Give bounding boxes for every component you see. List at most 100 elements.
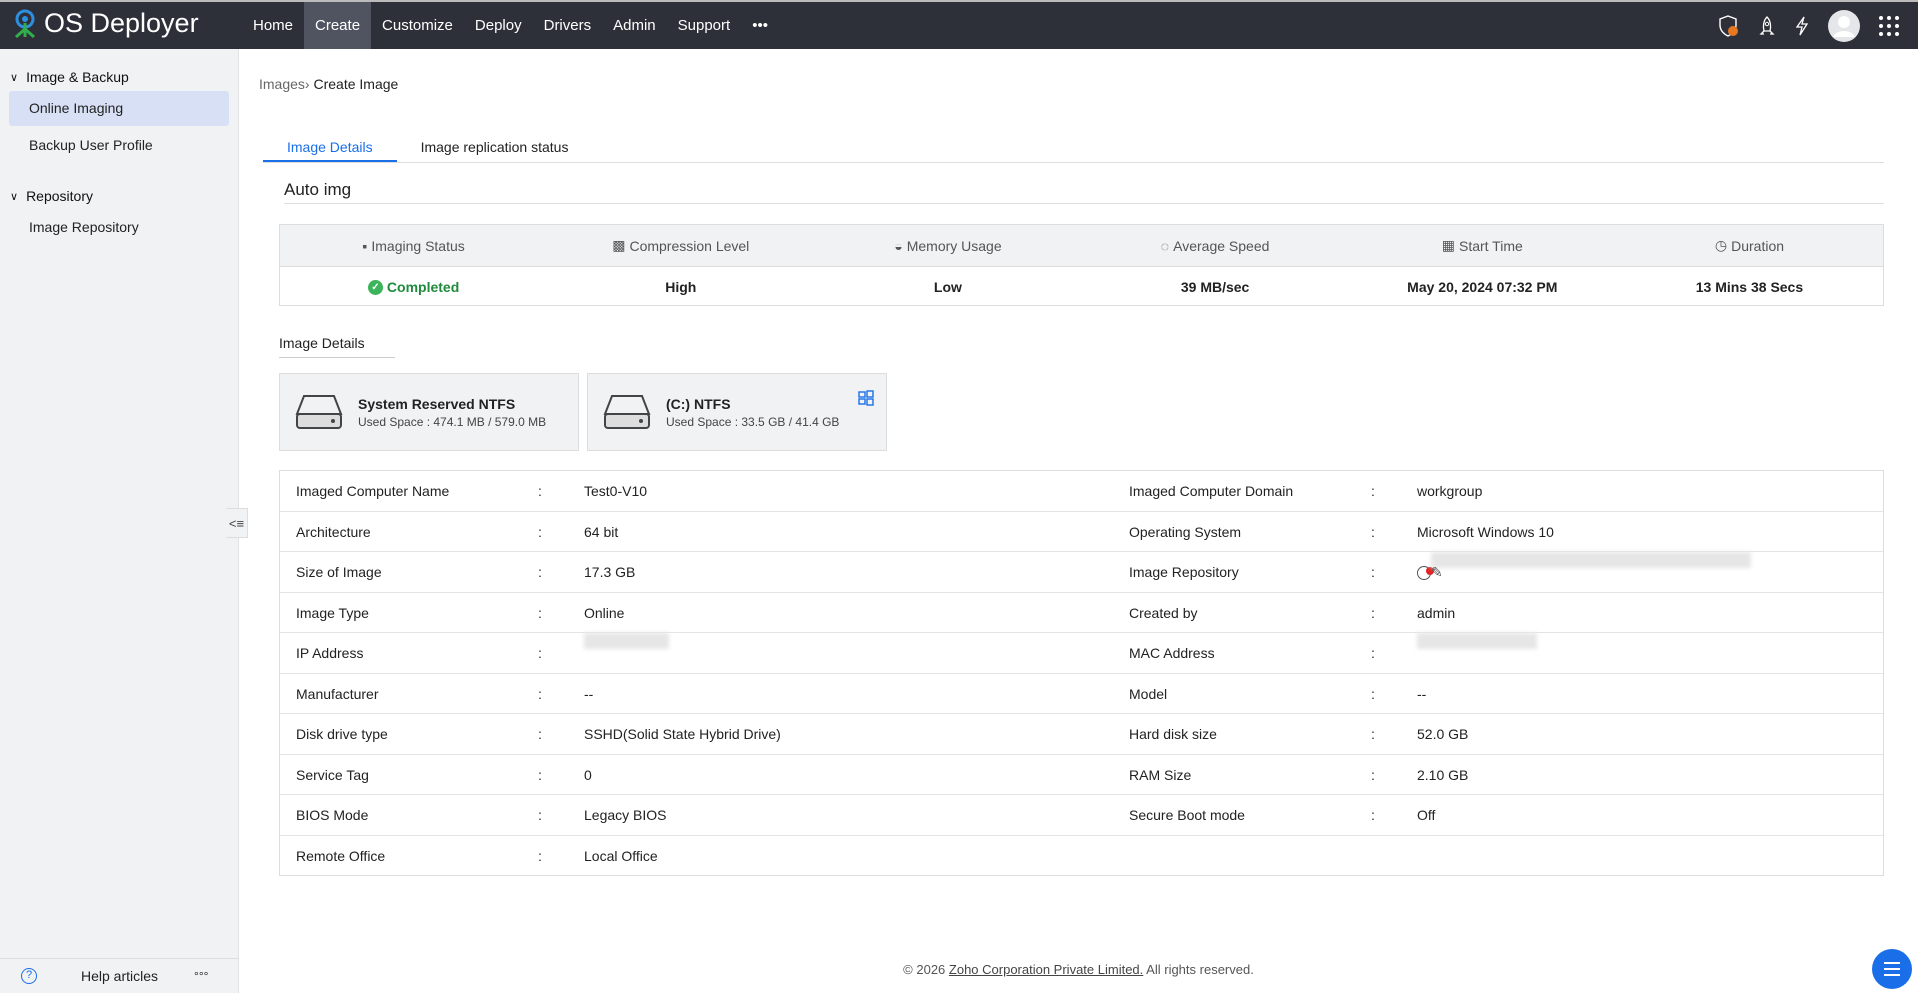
app-grid-icon[interactable] [1878, 15, 1900, 37]
zoho-link[interactable]: Zoho Corporation Private Limited. [948, 962, 1144, 977]
start-time-value: May 20, 2024 07:32 PM [1407, 279, 1558, 295]
menu-icon [1884, 962, 1900, 976]
detail-row: Disk drive type: SSHD(Solid State Hybrid … [280, 714, 1883, 755]
disk-name: System Reserved NTFS [358, 395, 516, 412]
disk-used-space: Used Space : 33.5 GB / 41.4 GB [666, 414, 840, 429]
detail-value: 52.0 GB [1417, 726, 1469, 742]
colon: : [1371, 604, 1375, 621]
detail-row: BIOS Mode: Legacy BIOS Secure Boot mode: Of… [280, 795, 1883, 836]
user-avatar[interactable] [1828, 9, 1860, 42]
detail-row: IP Address: MAC Address: [280, 633, 1883, 674]
group-label: Image & Backup [26, 69, 129, 85]
collapse-sidebar-handle[interactable]: <≡ [226, 508, 248, 538]
help-articles[interactable]: ? Help articles °°° [0, 958, 239, 993]
detail-value: Test0-V10 [584, 483, 648, 499]
detail-label: Image Repository [1129, 564, 1239, 580]
disk-used-space: Used Space : 474.1 MB / 579.0 MB [358, 414, 547, 429]
colon: : [538, 645, 542, 661]
chevron-down-icon: ∨ [10, 71, 19, 84]
header: Start Time [1458, 237, 1523, 254]
detail-label: Created by [1129, 604, 1198, 621]
sidebar-group-image-backup[interactable]: ∨ Image & Backup [10, 69, 129, 85]
memory-value: Low [933, 279, 962, 295]
detail-label: Manufacturer [296, 685, 379, 702]
detail-label: Operating System [1129, 523, 1242, 540]
menu-fab-button[interactable] [1872, 949, 1912, 989]
tab-image-replication-status[interactable]: Image replication status [420, 139, 569, 155]
logo-icon [15, 9, 35, 38]
detail-value: workgroup [1417, 483, 1483, 499]
nav-drivers[interactable]: Drivers [543, 17, 592, 34]
detail-label: Model [1129, 685, 1168, 702]
colon: : [1371, 807, 1375, 823]
detail-label: RAM Size [1129, 766, 1192, 783]
colon: : [538, 564, 542, 580]
calendar-icon: ▦ [1441, 237, 1455, 253]
detail-row: Size of Image: 17.3 GB Image Repository: ✎ [280, 552, 1883, 593]
app-name: OS Deployer [44, 8, 199, 38]
security-shield-icon[interactable] [1718, 14, 1740, 38]
breadcrumb-sep: › [304, 76, 310, 92]
colon: : [1371, 564, 1375, 580]
sidebar-item-backup-user-profile[interactable]: Backup User Profile [29, 137, 153, 153]
group-label: Repository [26, 188, 93, 204]
chevron-down-icon: ∨ [10, 190, 19, 203]
nav-admin[interactable]: Admin [613, 17, 656, 34]
duration-value: 13 Mins 38 Secs [1695, 279, 1804, 295]
image-details-table: Imaged Computer Name: Test0-V10 Imaged Com… [279, 470, 1884, 876]
help-icon: ? [21, 968, 37, 984]
detail-label: BIOS Mode [296, 807, 369, 823]
detail-value: 64 bit [584, 523, 619, 540]
detail-row: Manufacturer: -- Model: -- [280, 674, 1883, 714]
compression-icon: ▩ [612, 237, 626, 253]
colon: : [1371, 726, 1375, 742]
rocket-icon[interactable] [1758, 15, 1776, 37]
sidebar-group-repository[interactable]: ∨ Repository [10, 188, 93, 204]
detail-value: Legacy BIOS [584, 807, 667, 823]
tabs: Image Details Image replication status [263, 132, 1884, 163]
detail-value: Local Office [584, 847, 658, 864]
breadcrumb-images[interactable]: Images [259, 76, 305, 92]
detail-label: Remote Office [296, 847, 386, 864]
detail-row: Remote Office: Local Office [280, 836, 1883, 877]
imaging-status-table: ▪ Imaging Status ▩ Compression Level ◒ Memo… [279, 224, 1884, 306]
detail-value: ✎ [1417, 552, 1751, 592]
colon: : [1371, 766, 1375, 783]
nav-more[interactable]: ••• [752, 17, 768, 34]
nav-create[interactable]: Create [304, 2, 372, 49]
breadcrumb-current: Create Image [313, 76, 399, 92]
speed-value: 39 MB/sec [1180, 279, 1250, 295]
help-more-icon[interactable]: °°° [194, 969, 209, 983]
tab-image-details[interactable]: Image Details [263, 132, 397, 162]
clock-icon: ◷ [1714, 237, 1728, 253]
nav-deploy[interactable]: Deploy [474, 17, 522, 34]
nav-home[interactable]: Home [253, 17, 294, 34]
rights: All rights reserved. [1143, 962, 1254, 977]
disk-card[interactable]: System Reserved NTFS Used Space : 474.1 M… [279, 373, 579, 451]
detail-label: Secure Boot mode [1129, 807, 1245, 823]
detail-label: Imaged Computer Domain [1129, 483, 1294, 499]
nav-customize[interactable]: Customize [382, 17, 453, 34]
compression-value: High [665, 279, 697, 295]
detail-row: Architecture: 64 bit Operating System: Micr… [280, 512, 1883, 552]
pie-icon: ◒ [894, 237, 903, 254]
edit-pencil-icon[interactable]: ✎ [1431, 564, 1443, 580]
colon: : [538, 523, 542, 540]
nav-support[interactable]: Support [677, 17, 731, 34]
disk-card[interactable]: (C:) NTFS Used Space : 33.5 GB / 41.4 GB [587, 373, 887, 451]
header: Compression Level [629, 237, 750, 254]
speedometer-icon: ◌ [1160, 237, 1170, 254]
detail-label: Disk drive type [296, 726, 388, 742]
detail-value: SSHD(Solid State Hybrid Drive) [584, 726, 781, 742]
section-image-details: Image Details [279, 335, 395, 358]
detail-value: Off [1417, 807, 1436, 823]
sidebar-item-online-imaging[interactable]: Online Imaging [9, 91, 229, 126]
lightning-icon[interactable] [1794, 15, 1810, 37]
detail-label: Hard disk size [1129, 726, 1217, 742]
app-logo[interactable]: OS Deployer [12, 8, 199, 39]
colon: : [538, 807, 542, 823]
colon: : [538, 847, 542, 864]
sidebar-item-image-repository[interactable]: Image Repository [29, 219, 139, 235]
detail-value: Online [584, 604, 625, 621]
check-circle-icon: ✓ [367, 279, 383, 295]
